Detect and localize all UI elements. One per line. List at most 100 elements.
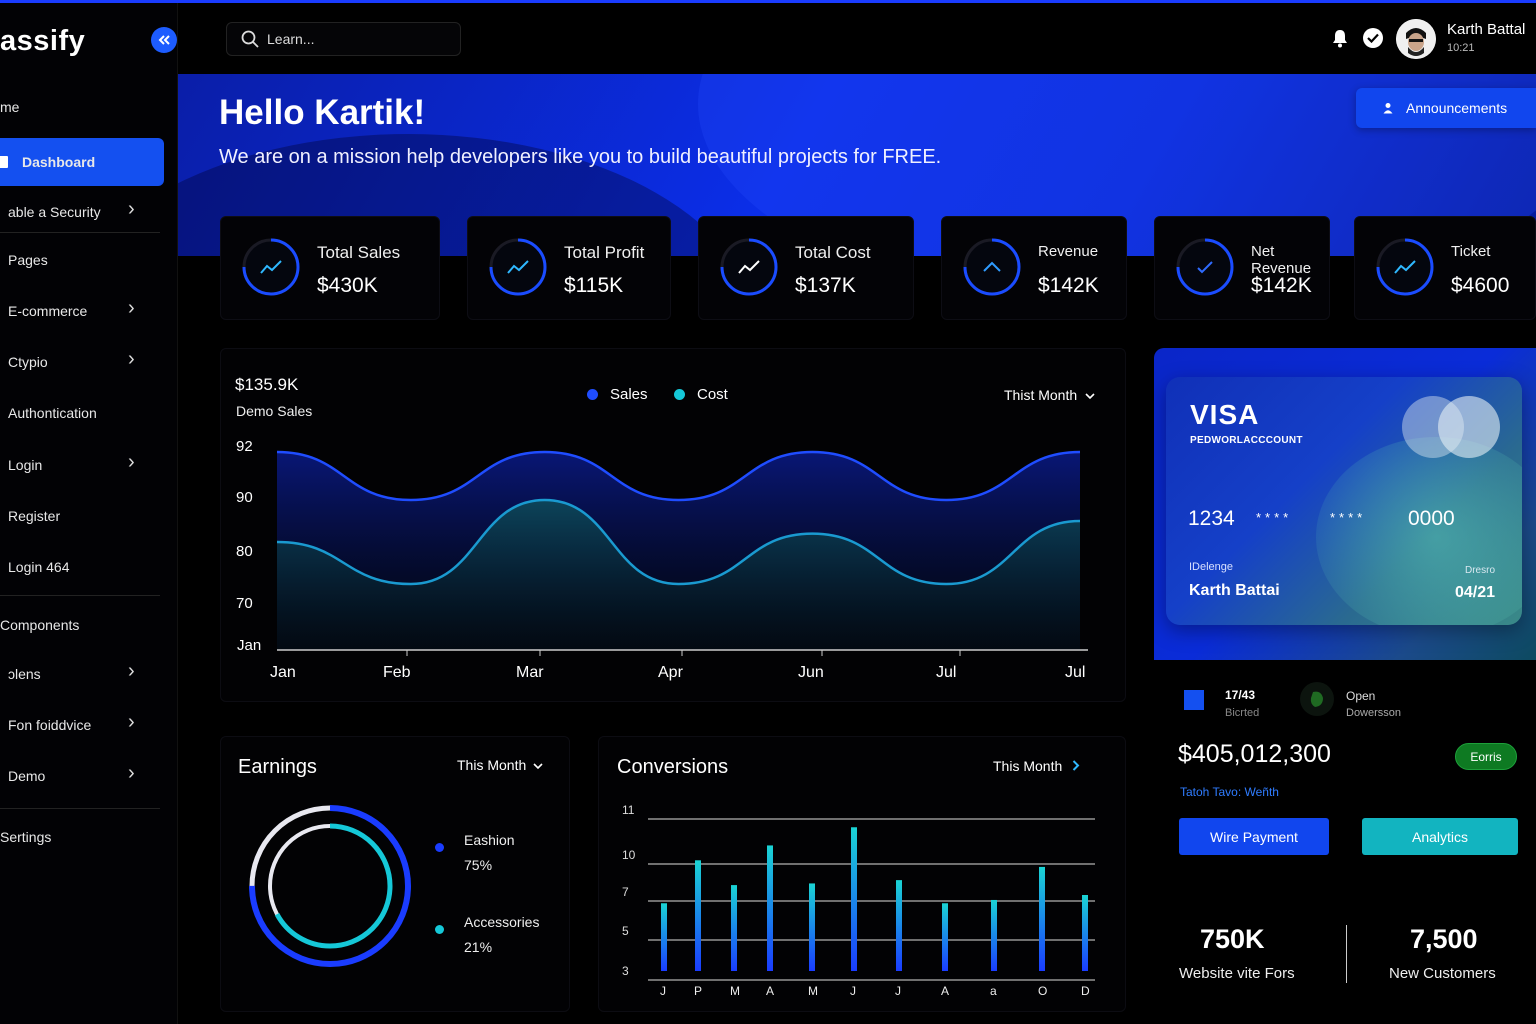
x-tick-label: O <box>1038 984 1047 998</box>
credit-card[interactable] <box>1166 377 1522 625</box>
wire-payment-button[interactable]: Wire Payment <box>1179 818 1329 855</box>
bar[interactable] <box>942 903 948 971</box>
legend-label-fashion: Eashion <box>464 832 515 848</box>
avatar[interactable] <box>1396 19 1436 59</box>
announcements-button[interactable]: Announcements <box>1356 88 1536 128</box>
series-area-cost <box>277 500 1080 650</box>
bar[interactable] <box>661 903 667 971</box>
x-tick-label: Jun <box>798 664 824 681</box>
sidebar-item-label: Dashboard <box>22 154 96 170</box>
bar[interactable] <box>896 880 902 971</box>
card-holder-label: IDelenge <box>1189 561 1234 573</box>
status-check-button[interactable] <box>1363 28 1383 48</box>
chevron-right-icon: › <box>128 762 135 784</box>
legend-dot-cost <box>674 389 685 400</box>
bar[interactable] <box>695 860 701 971</box>
sales-period-dropdown[interactable]: Thist Month <box>1004 387 1095 403</box>
y-tick-label: 80 <box>236 543 253 560</box>
collapse-sidebar-button[interactable] <box>151 27 177 53</box>
sidebar-section-home[interactable]: me <box>0 87 178 127</box>
sidebar-item-9[interactable]: Components <box>0 605 178 645</box>
stat-value: $142K <box>1251 274 1312 297</box>
sidebar-item-6[interactable]: Login › <box>0 445 178 485</box>
card-expiry: 04/21 <box>1455 584 1496 601</box>
bar[interactable] <box>851 827 857 971</box>
sidebar-item-label: E-commerce <box>8 303 88 319</box>
stat-card-1[interactable]: Total Profit $115K <box>467 216 671 320</box>
sidebar-item-13[interactable]: Sertings <box>0 817 178 857</box>
legend-item-sales[interactable]: Sales <box>587 386 648 403</box>
sidebar-item-1[interactable]: able a Security › <box>0 192 178 232</box>
chevron-right-icon: › <box>128 348 135 370</box>
bar[interactable] <box>991 899 997 971</box>
y-tick-label: 11 <box>622 803 635 817</box>
sidebar-item-10[interactable]: ɔlens › <box>0 654 178 694</box>
earnings-period-dropdown[interactable]: This Month <box>457 757 543 773</box>
x-tick-label: A <box>766 984 774 998</box>
sidebar-item-7[interactable]: Register <box>0 496 178 536</box>
legend-label-sales: Sales <box>610 386 648 403</box>
stat-card-5[interactable]: Ticket $4600 <box>1354 216 1536 320</box>
stat-value: $115K <box>564 274 624 297</box>
conversions-panel <box>598 736 1126 1012</box>
sidebar-item-label: ɔlens <box>8 666 41 682</box>
donut-slice-accessories <box>267 823 393 949</box>
balance-link[interactable]: Tatoh Tavo: Weñth <box>1180 785 1279 799</box>
sidebar-item-8[interactable]: Login 464 <box>0 547 178 587</box>
sidebar-divider <box>0 595 160 596</box>
bell-icon <box>1333 30 1347 48</box>
x-tick-label: J <box>895 984 901 998</box>
conversions-period-label: This Month <box>993 758 1063 774</box>
stat-title: Ticket <box>1451 243 1491 260</box>
sidebar-item-2[interactable]: Pages <box>0 240 178 280</box>
user-time: 10:21 <box>1447 42 1475 54</box>
search-input[interactable] <box>267 31 447 47</box>
bar[interactable] <box>767 845 773 971</box>
x-tick-label: Mar <box>516 664 544 681</box>
stat-card-0[interactable]: Total Sales $430K <box>220 216 440 320</box>
balance-item-b-title: Open <box>1346 689 1376 703</box>
bar[interactable] <box>731 885 737 971</box>
card-account-type: PEDWORLACCCOUNT <box>1190 435 1303 446</box>
stat-value: $142K <box>1038 274 1099 297</box>
stat-card-2[interactable]: Total Cost $137K <box>698 216 914 320</box>
sales-area-chart: 92 90 80 70 Jan Jan Feb Mar Apr Jun Jul Jul <box>236 438 1088 681</box>
sidebar-item-11[interactable]: Fon foiddvice › <box>0 705 178 745</box>
notifications-button[interactable] <box>1331 28 1349 53</box>
sidebar-item-5[interactable]: Authontication <box>0 393 178 433</box>
analytics-button[interactable]: Analytics <box>1362 818 1518 855</box>
stat-title: Revenue <box>1038 243 1099 260</box>
x-tick-label: Feb <box>383 664 411 681</box>
sidebar-item-3[interactable]: E-commerce › <box>0 291 178 331</box>
app-logo[interactable]: assify <box>0 25 86 57</box>
kpi-divider <box>1346 925 1347 983</box>
stat-title: Total Profit <box>564 243 645 262</box>
x-tick-label: M <box>730 984 740 998</box>
stat-card-3[interactable]: Revenue $142K <box>941 216 1127 320</box>
search-box[interactable] <box>226 22 461 56</box>
stat-title: Net Revenue <box>1251 243 1312 277</box>
bar[interactable] <box>809 883 815 971</box>
y-tick-label: 7 <box>622 885 629 899</box>
legend-item-cost[interactable]: Cost <box>674 386 728 403</box>
leaf-icon <box>1310 691 1323 707</box>
check-icon <box>1367 33 1379 43</box>
stat-title: Total Sales <box>317 243 401 262</box>
user-name[interactable]: Karth Battal <box>1447 21 1526 38</box>
leaf-icon-wrap <box>1300 682 1334 716</box>
bar[interactable] <box>1082 895 1088 971</box>
series-line-cost <box>276 498 1081 586</box>
sidebar-item-12[interactable]: Demo › <box>0 756 178 796</box>
earnings-title: Earnings <box>238 756 317 778</box>
sales-period-label: Thist Month <box>1004 387 1078 403</box>
sidebar-divider <box>0 232 160 233</box>
sidebar-item-0[interactable]: Dashboard <box>0 138 164 186</box>
stat-card-4[interactable]: Net Revenue $142K <box>1154 216 1330 320</box>
conversions-period-link[interactable]: This Month <box>993 758 1080 774</box>
card-number-masked-1: **** <box>1256 510 1293 525</box>
sidebar-item-4[interactable]: Ctypio › <box>0 342 178 382</box>
x-tick-label: A <box>941 984 949 998</box>
bar[interactable] <box>1039 866 1045 971</box>
sidebar-item-label: Login 464 <box>8 559 70 575</box>
y-tick-label: 70 <box>236 595 253 612</box>
